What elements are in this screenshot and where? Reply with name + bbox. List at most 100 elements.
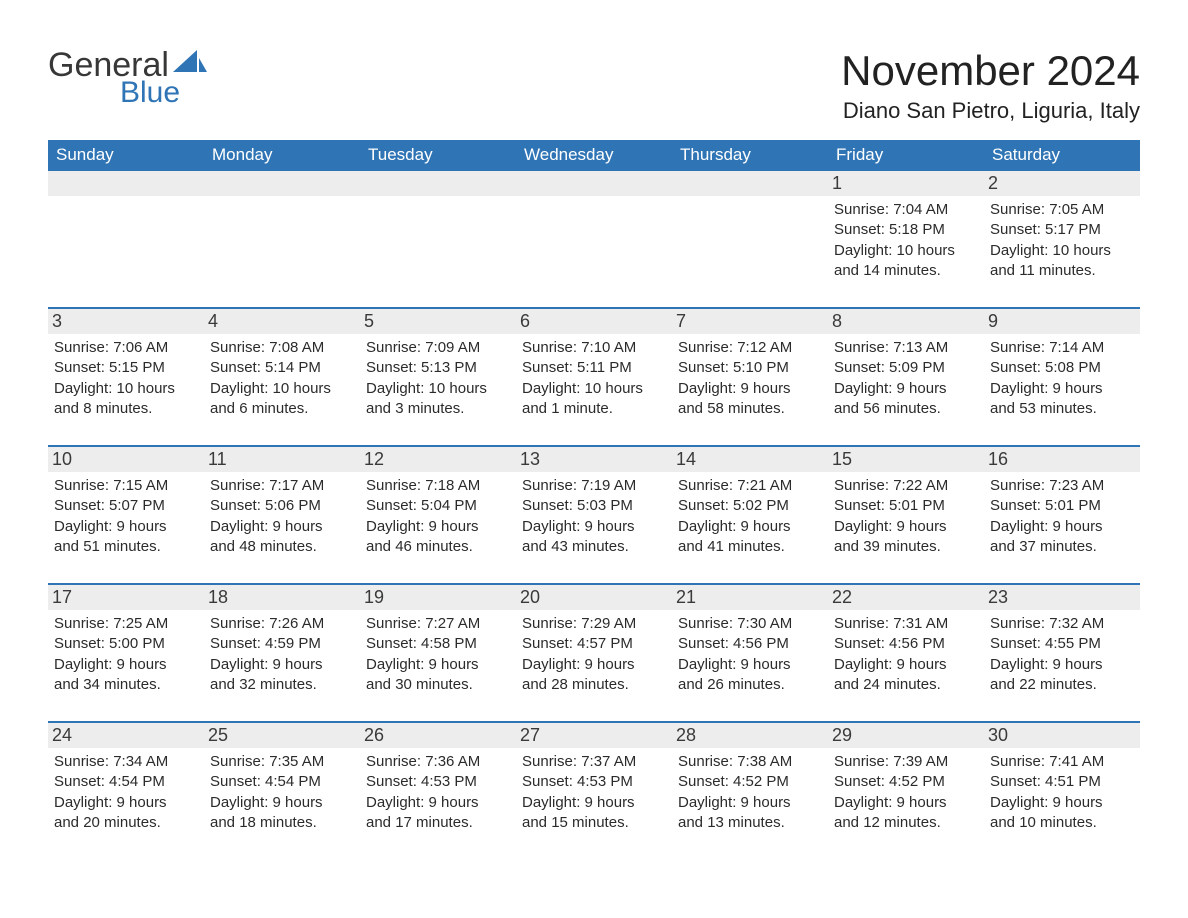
day-sunset: Sunset: 4:56 PM	[834, 634, 978, 654]
day-daylight1: Daylight: 9 hours	[366, 655, 510, 675]
weeks-container: .....1Sunrise: 7:04 AMSunset: 5:18 PMDay…	[48, 171, 1140, 843]
day-sunset: Sunset: 5:08 PM	[990, 358, 1134, 378]
day-sunset: Sunset: 5:01 PM	[834, 496, 978, 516]
day-sunrise: Sunrise: 7:27 AM	[366, 614, 510, 634]
day-daylight1: Daylight: 9 hours	[366, 793, 510, 813]
day-sunrise: Sunrise: 7:15 AM	[54, 476, 198, 496]
day-number: 25	[204, 723, 360, 748]
day-cell: 19 Sunrise: 7:27 AMSunset: 4:58 PMDayligh…	[360, 585, 516, 705]
day-body: Sunrise: 7:22 AMSunset: 5:01 PMDaylight:…	[834, 476, 978, 557]
day-daylight2: and 39 minutes.	[834, 537, 978, 557]
day-daylight1: Daylight: 9 hours	[54, 517, 198, 537]
brand-logo: General Blue	[48, 48, 207, 110]
day-cell: 9Sunrise: 7:14 AMSunset: 5:08 PMDaylight…	[984, 309, 1140, 429]
day-sunrise: Sunrise: 7:04 AM	[834, 200, 978, 220]
month-title: November 2024	[841, 48, 1140, 94]
day-number: 18	[204, 585, 360, 610]
weekday-header: Wednesday	[516, 140, 672, 171]
day-daylight2: and 56 minutes.	[834, 399, 978, 419]
day-daylight2: and 53 minutes.	[990, 399, 1134, 419]
day-number: .	[48, 171, 204, 196]
day-sunrise: Sunrise: 7:21 AM	[678, 476, 822, 496]
day-cell: 28Sunrise: 7:38 AMSunset: 4:52 PMDayligh…	[672, 723, 828, 843]
day-daylight2: and 10 minutes.	[990, 813, 1134, 833]
day-daylight2: and 28 minutes.	[522, 675, 666, 695]
day-sunset: Sunset: 4:53 PM	[522, 772, 666, 792]
day-number: 13	[516, 447, 672, 472]
day-sunrise: Sunrise: 7:29 AM	[522, 614, 666, 634]
weekday-header: Sunday	[48, 140, 204, 171]
day-sunset: Sunset: 5:04 PM	[366, 496, 510, 516]
day-daylight2: and 48 minutes.	[210, 537, 354, 557]
day-daylight1: Daylight: 9 hours	[522, 517, 666, 537]
day-daylight1: Daylight: 9 hours	[834, 793, 978, 813]
day-daylight1: Daylight: 9 hours	[54, 793, 198, 813]
day-daylight1: Daylight: 9 hours	[990, 793, 1134, 813]
day-number: 17	[48, 585, 204, 610]
day-sunset: Sunset: 4:58 PM	[366, 634, 510, 654]
day-sunrise: Sunrise: 7:41 AM	[990, 752, 1134, 772]
title-block: November 2024 Diano San Pietro, Liguria,…	[841, 48, 1140, 124]
day-cell: 18 Sunrise: 7:26 AMSunset: 4:59 PMDayligh…	[204, 585, 360, 705]
day-number: .	[204, 171, 360, 196]
header-row: General Blue November 2024 Diano San Pie…	[48, 48, 1140, 124]
day-sunrise: Sunrise: 7:35 AM	[210, 752, 354, 772]
day-body: Sunrise: 7:09 AMSunset: 5:13 PMDaylight:…	[366, 338, 510, 419]
day-daylight2: and 26 minutes.	[678, 675, 822, 695]
day-cell: .	[48, 171, 204, 291]
day-sunset: Sunset: 5:07 PM	[54, 496, 198, 516]
day-daylight2: and 30 minutes.	[366, 675, 510, 695]
day-cell: 24Sunrise: 7:34 AMSunset: 4:54 PMDayligh…	[48, 723, 204, 843]
weekday-header: Monday	[204, 140, 360, 171]
day-sunrise: Sunrise: 7:19 AM	[522, 476, 666, 496]
day-sunset: Sunset: 5:09 PM	[834, 358, 978, 378]
day-daylight2: and 51 minutes.	[54, 537, 198, 557]
day-daylight2: and 43 minutes.	[522, 537, 666, 557]
day-sunset: Sunset: 5:18 PM	[834, 220, 978, 240]
week-row: .....1Sunrise: 7:04 AMSunset: 5:18 PMDay…	[48, 171, 1140, 291]
day-cell: 11Sunrise: 7:17 AMSunset: 5:06 PMDayligh…	[204, 447, 360, 567]
day-daylight2: and 1 minute.	[522, 399, 666, 419]
day-cell: 22Sunrise: 7:31 AMSunset: 4:56 PMDayligh…	[828, 585, 984, 705]
day-cell: 17Sunrise: 7:25 AMSunset: 5:00 PMDayligh…	[48, 585, 204, 705]
day-body: Sunrise: 7:29 AMSunset: 4:57 PMDaylight:…	[522, 614, 666, 695]
day-sunset: Sunset: 4:56 PM	[678, 634, 822, 654]
day-cell: 14Sunrise: 7:21 AMSunset: 5:02 PMDayligh…	[672, 447, 828, 567]
day-daylight1: Daylight: 9 hours	[522, 793, 666, 813]
weekday-header: Thursday	[672, 140, 828, 171]
day-cell: 5Sunrise: 7:09 AMSunset: 5:13 PMDaylight…	[360, 309, 516, 429]
day-sunrise: Sunrise: 7:25 AM	[54, 614, 198, 634]
day-body: Sunrise: 7:26 AMSunset: 4:59 PMDaylight:…	[210, 614, 354, 695]
brand-sail-icon	[173, 50, 207, 78]
day-daylight2: and 58 minutes.	[678, 399, 822, 419]
day-number: 3	[48, 309, 204, 334]
day-number: 16	[984, 447, 1140, 472]
weekday-header: Tuesday	[360, 140, 516, 171]
day-sunset: Sunset: 4:54 PM	[54, 772, 198, 792]
day-number: 14	[672, 447, 828, 472]
location-label: Diano San Pietro, Liguria, Italy	[841, 98, 1140, 124]
day-daylight1: Daylight: 9 hours	[522, 655, 666, 675]
day-daylight1: Daylight: 9 hours	[366, 517, 510, 537]
day-sunrise: Sunrise: 7:13 AM	[834, 338, 978, 358]
day-body: Sunrise: 7:04 AMSunset: 5:18 PMDaylight:…	[834, 200, 978, 281]
day-daylight2: and 41 minutes.	[678, 537, 822, 557]
day-sunset: Sunset: 4:54 PM	[210, 772, 354, 792]
brand-name-part2: Blue	[120, 76, 180, 110]
day-number: 26	[360, 723, 516, 748]
calendar-page: General Blue November 2024 Diano San Pie…	[0, 0, 1188, 883]
day-sunset: Sunset: 5:00 PM	[54, 634, 198, 654]
day-body: Sunrise: 7:30 AMSunset: 4:56 PMDaylight:…	[678, 614, 822, 695]
day-sunrise: Sunrise: 7:09 AM	[366, 338, 510, 358]
day-cell: 3Sunrise: 7:06 AMSunset: 5:15 PMDaylight…	[48, 309, 204, 429]
day-daylight2: and 6 minutes.	[210, 399, 354, 419]
day-number: 6	[516, 309, 672, 334]
day-body: Sunrise: 7:18 AMSunset: 5:04 PMDaylight:…	[366, 476, 510, 557]
day-daylight1: Daylight: 9 hours	[678, 793, 822, 813]
day-cell: 12Sunrise: 7:18 AMSunset: 5:04 PMDayligh…	[360, 447, 516, 567]
day-cell: 6Sunrise: 7:10 AMSunset: 5:11 PMDaylight…	[516, 309, 672, 429]
day-sunset: Sunset: 4:52 PM	[834, 772, 978, 792]
day-sunset: Sunset: 5:03 PM	[522, 496, 666, 516]
day-number: 19	[360, 585, 516, 610]
day-sunset: Sunset: 5:11 PM	[522, 358, 666, 378]
